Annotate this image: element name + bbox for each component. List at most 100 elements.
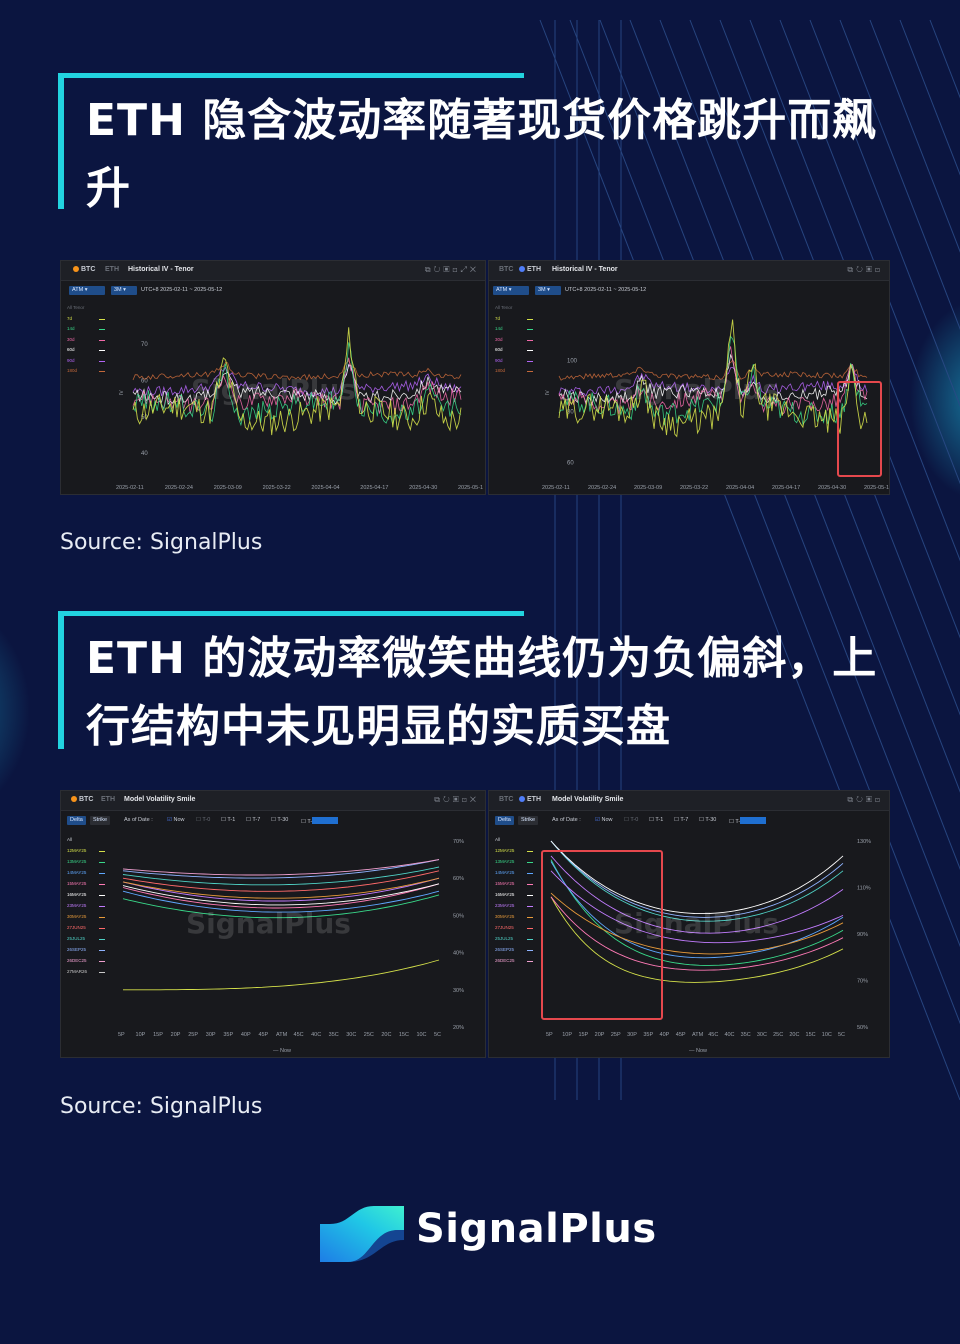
- x-tick-label: 2025-03-22: [680, 485, 708, 491]
- legend-item[interactable]: 16MAY25: [67, 892, 109, 903]
- legend-item[interactable]: 12MAY25: [67, 848, 109, 859]
- legend-item[interactable]: 60d: [495, 347, 537, 358]
- legend-item[interactable]: 27JUN25: [67, 925, 109, 936]
- legend-item[interactable]: 90d: [495, 358, 537, 369]
- panel-tool-icons[interactable]: ⧉↻▣⊡: [847, 265, 883, 274]
- now-checkbox[interactable]: ☑ Now: [167, 817, 185, 823]
- legend-item[interactable]: 30MAY25: [495, 914, 537, 925]
- y-tick-label: 110%: [857, 886, 871, 892]
- x-tick-label: 30C: [346, 1032, 356, 1038]
- legend-all[interactable]: All: [67, 837, 73, 842]
- t30-checkbox[interactable]: ☐ T-30: [271, 817, 289, 823]
- atm-select[interactable]: ATM ▾: [69, 286, 105, 295]
- x-tick-label: 35P: [643, 1032, 653, 1038]
- legend-item[interactable]: 15MAY25: [67, 881, 109, 892]
- custom-date-checkbox[interactable]: ☐ T-: [729, 817, 767, 825]
- delta-toggle[interactable]: Delta: [495, 816, 514, 825]
- date-input[interactable]: [740, 817, 767, 824]
- coin-tab-btc[interactable]: BTC: [499, 266, 514, 273]
- now-checkbox[interactable]: ☑ Now: [595, 817, 613, 823]
- legend-item[interactable]: 15MAY25: [495, 881, 537, 892]
- legend-item[interactable]: 26SEP25: [495, 947, 537, 958]
- legend-item[interactable]: 7d: [67, 316, 109, 327]
- legend-all[interactable]: All: [495, 837, 501, 842]
- legend-item[interactable]: 25JUL25: [495, 936, 537, 947]
- x-tick-label: 40P: [660, 1032, 670, 1038]
- x-legend: — Now: [689, 1048, 707, 1054]
- panel-tool-icons[interactable]: ⧉↻▣⊡: [847, 795, 883, 804]
- coin-tab-eth[interactable]: ETH: [519, 796, 541, 803]
- coin-tab-eth[interactable]: ETH: [105, 266, 119, 273]
- legend-item[interactable]: 13MAY25: [67, 859, 109, 870]
- eth-icon: [519, 796, 525, 802]
- strike-toggle[interactable]: Strike: [90, 816, 111, 825]
- legend-item[interactable]: 14MAY25: [67, 870, 109, 881]
- legend-item[interactable]: 27JUN25: [495, 925, 537, 936]
- tenor-series-line: [558, 353, 868, 406]
- title-accent-bar: [64, 73, 524, 78]
- legend-item[interactable]: 7d: [495, 316, 537, 327]
- custom-date-checkbox[interactable]: ☐ T-: [301, 817, 339, 825]
- legend-item[interactable]: 26DEC25: [67, 958, 109, 969]
- coin-tab-eth[interactable]: ETH: [101, 796, 115, 803]
- legend-item[interactable]: 13MAY25: [495, 859, 537, 870]
- coin-tab-btc[interactable]: BTC: [71, 796, 93, 803]
- coin-tab-btc[interactable]: BTC: [73, 266, 95, 273]
- t30-checkbox[interactable]: ☐ T-30: [699, 817, 717, 823]
- date-input[interactable]: [312, 817, 339, 824]
- legend-item[interactable]: 23MAY25: [67, 903, 109, 914]
- legend-item[interactable]: 30MAY25: [67, 914, 109, 925]
- legend-item[interactable]: 27MAR26: [67, 969, 109, 980]
- delta-toggle[interactable]: Delta: [67, 816, 86, 825]
- t1-checkbox[interactable]: ☐ T-1: [649, 817, 664, 823]
- date-range[interactable]: UTC+8 2025-02-11 ~ 2025-05-12: [565, 287, 647, 293]
- legend-item[interactable]: 26DEC25: [495, 958, 537, 969]
- panel-tool-icons[interactable]: ⧉↻▣⊡✕: [434, 795, 479, 804]
- panel-tool-icons[interactable]: ⧉↻▣⊡⤢✕: [424, 265, 479, 274]
- smile-curve: [122, 870, 440, 892]
- x-tick-label: 15P: [153, 1032, 163, 1038]
- atm-select[interactable]: ATM ▾: [493, 286, 529, 295]
- legend-item[interactable]: 16MAY25: [495, 892, 537, 903]
- smile-curve: [550, 870, 844, 944]
- legend-item[interactable]: 23MAY25: [495, 903, 537, 914]
- legend-item[interactable]: 90d: [67, 358, 109, 369]
- t0-checkbox[interactable]: ☐ T-0: [196, 817, 211, 823]
- t0-checkbox[interactable]: ☐ T-0: [624, 817, 639, 823]
- smile-curve: [122, 859, 440, 879]
- coin-tab-eth[interactable]: ETH: [519, 266, 541, 273]
- legend-item[interactable]: 180d: [495, 368, 537, 379]
- date-range[interactable]: UTC+8 2025-02-11 ~ 2025-05-12: [141, 287, 223, 293]
- x-tick-label: 40P: [241, 1032, 251, 1038]
- legend-item[interactable]: 60d: [67, 347, 109, 358]
- smile-curve: [550, 855, 844, 934]
- legend-item[interactable]: 25JUL25: [67, 936, 109, 947]
- legend-item[interactable]: 180d: [67, 368, 109, 379]
- y-tick-label: 130%: [857, 839, 871, 845]
- legend-item[interactable]: 26SEP25: [67, 947, 109, 958]
- x-tick-label: 25P: [188, 1032, 198, 1038]
- decor-line: [659, 19, 960, 793]
- legend-item[interactable]: 14MAY25: [495, 870, 537, 881]
- strike-toggle[interactable]: Strike: [518, 816, 539, 825]
- tenor-series-line: [132, 360, 462, 381]
- legend-item[interactable]: 30d: [67, 337, 109, 348]
- t1-checkbox[interactable]: ☐ T-1: [221, 817, 236, 823]
- decor-line: [779, 19, 960, 485]
- x-tick-label: 15C: [806, 1032, 816, 1038]
- x-tick-label: 2025-04-04: [726, 485, 754, 491]
- range-select[interactable]: 3M ▾: [535, 286, 561, 295]
- coin-tab-btc[interactable]: BTC: [499, 796, 514, 803]
- legend-item[interactable]: 14d: [67, 326, 109, 337]
- t7-checkbox[interactable]: ☐ T-7: [674, 817, 689, 823]
- legend-item[interactable]: 30d: [495, 337, 537, 348]
- smile-curve: [550, 859, 844, 966]
- legend-item[interactable]: 14d: [495, 326, 537, 337]
- y-tick-label: 30%: [453, 988, 464, 994]
- legend-item[interactable]: 12MAY25: [495, 848, 537, 859]
- x-tick-label: 5C: [434, 1032, 441, 1038]
- y-tick-label: 100: [567, 359, 578, 365]
- range-select[interactable]: 3M ▾: [111, 286, 137, 295]
- t7-checkbox[interactable]: ☐ T-7: [246, 817, 261, 823]
- x-tick-label: 25C: [364, 1032, 374, 1038]
